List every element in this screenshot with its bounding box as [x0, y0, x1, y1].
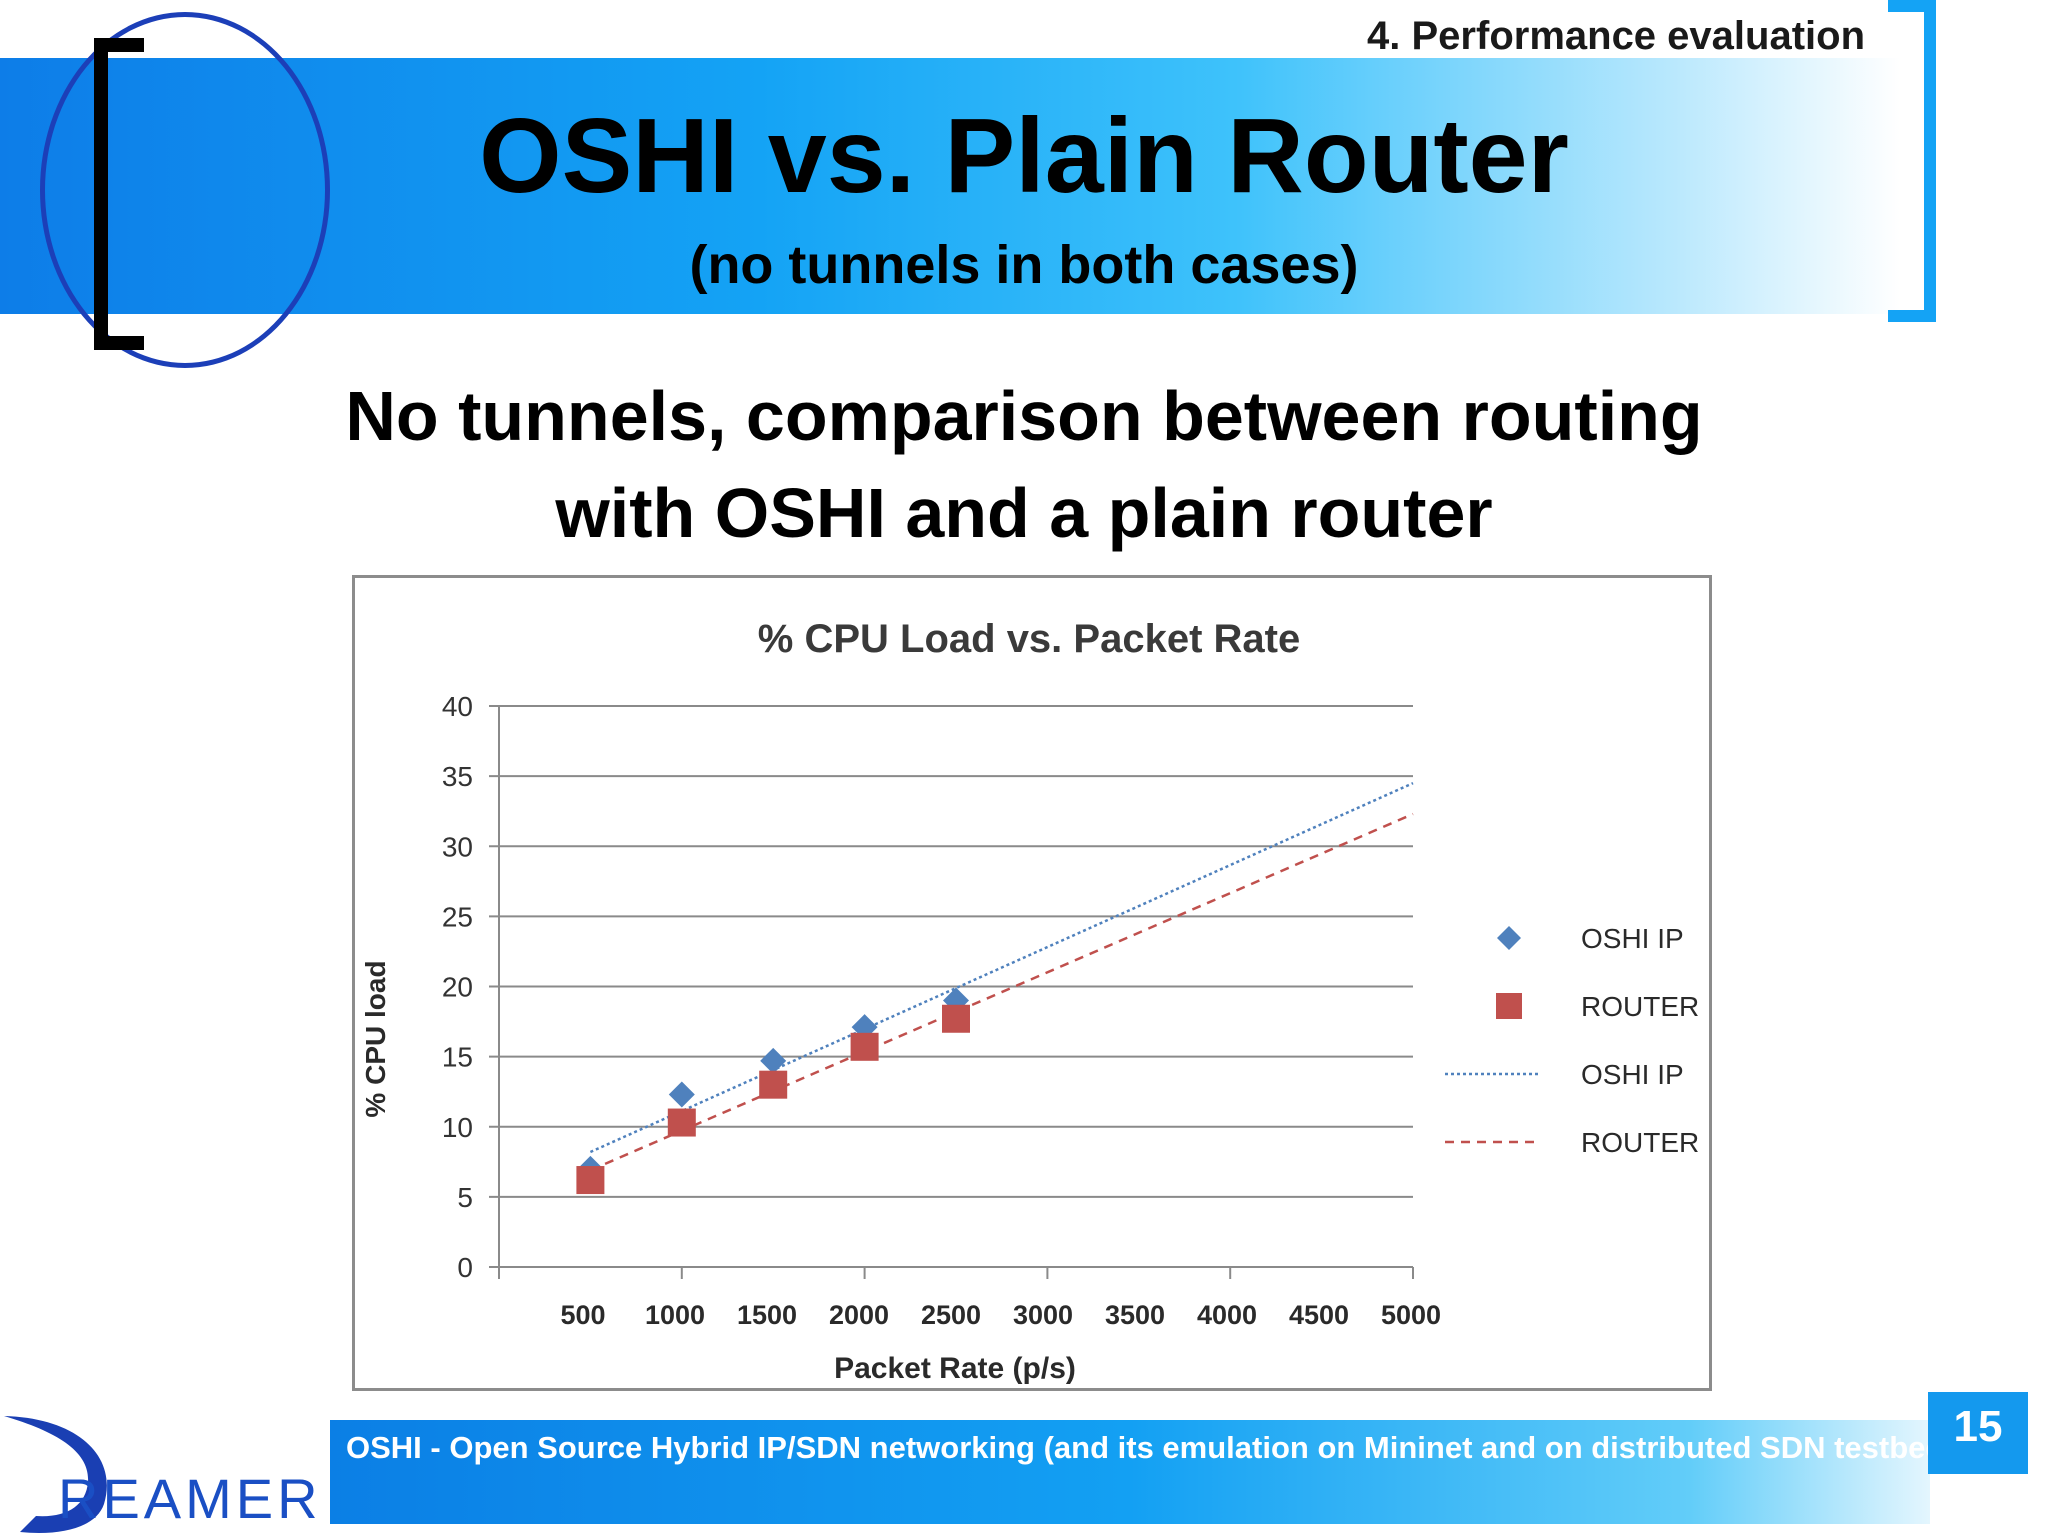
slide-subtitle: (no tunnels in both cases) — [689, 235, 1359, 295]
y-tick-label: 40 — [442, 691, 473, 722]
y-tick-label: 15 — [442, 1042, 473, 1073]
page-number-box — [1928, 1392, 2028, 1474]
legend-router-marker — [1496, 993, 1522, 1019]
legend-oshi-marker — [1497, 926, 1521, 950]
headline-line-2: with OSHI and a plain router — [555, 474, 1493, 552]
cpu-load-chart: % CPU Load vs. Packet Rate Packet Rate (… — [360, 617, 1733, 1385]
x-tick-label: 4500 — [1289, 1300, 1349, 1330]
legend-oshi-label: OSHI IP — [1581, 923, 1684, 954]
slide-title: OSHI vs. Plain Router — [479, 97, 1569, 215]
router-point — [576, 1166, 605, 1195]
x-tick-label: 1500 — [737, 1300, 797, 1330]
page-number: 15 — [1953, 1402, 2003, 1451]
x-tick-label: 2000 — [829, 1300, 889, 1330]
router-point — [759, 1070, 788, 1099]
x-tick-label: 4000 — [1197, 1300, 1257, 1330]
router-point — [942, 1004, 970, 1033]
y-tick-label: 10 — [442, 1112, 473, 1143]
headline-line-1: No tunnels, comparison between routing — [345, 377, 1703, 455]
router-point — [667, 1108, 696, 1137]
right-bracket — [1888, 0, 1936, 322]
oshi-trendline — [589, 781, 1414, 1154]
x-axis-title: Packet Rate (p/s) — [834, 1352, 1076, 1385]
x-tick-label: 3500 — [1105, 1300, 1165, 1330]
grid-layer — [499, 705, 1413, 1268]
y-tick-label: 0 — [457, 1252, 473, 1283]
y-tick-label: 5 — [457, 1182, 473, 1213]
y-tick-label: 20 — [442, 972, 473, 1003]
footer-band — [330, 1420, 1930, 1524]
router-trendline — [589, 812, 1414, 1172]
data-point-layer — [576, 987, 970, 1195]
footer-text: OSHI - Open Source Hybrid IP/SDN network… — [346, 1430, 1972, 1465]
legend-oshi-trend-label: OSHI IP — [1581, 1059, 1684, 1090]
y-tick-label: 35 — [442, 761, 473, 792]
y-axis-title: % CPU load — [360, 960, 391, 1117]
headline: No tunnels, comparison between routing w… — [0, 368, 2048, 562]
x-tick-label: 3000 — [1013, 1300, 1073, 1330]
section-label: 4. Performance evaluation — [1367, 14, 1865, 58]
oshi-point — [943, 987, 969, 1014]
x-tick-label: 1000 — [645, 1300, 705, 1330]
oshi-point — [760, 1047, 787, 1074]
y-tick-label: 25 — [442, 901, 473, 932]
legend-router-trend-label: ROUTER IP — [1581, 1127, 1709, 1158]
logo-circle — [40, 12, 330, 368]
dreamer-logo-icon — [4, 1416, 107, 1533]
chart-title: % CPU Load vs. Packet Rate — [758, 617, 1300, 661]
trendline-layer — [589, 781, 1414, 1172]
legend-router-label: ROUTER IP — [1581, 991, 1709, 1022]
axis-layer: 0 5 10 15 20 25 30 35 40 500 1000 1500 2000 2500 3000 3… — [442, 691, 1441, 1330]
router-point — [850, 1032, 879, 1061]
footer-logo-text: REAMER — [58, 1467, 322, 1530]
x-tick-label: 2500 — [921, 1300, 981, 1330]
x-tick-label: 5000 — [1381, 1300, 1441, 1330]
x-tick-label: 500 — [560, 1300, 605, 1330]
chart-legend: OSHI IP ROUTER IP OSHI IP ROUTER IP — [1445, 923, 1733, 1158]
chart-frame: % CPU Load vs. Packet Rate Packet Rate (… — [352, 575, 1733, 1391]
y-tick-label: 30 — [442, 831, 473, 862]
left-bracket — [94, 38, 144, 350]
oshi-point — [668, 1081, 695, 1108]
